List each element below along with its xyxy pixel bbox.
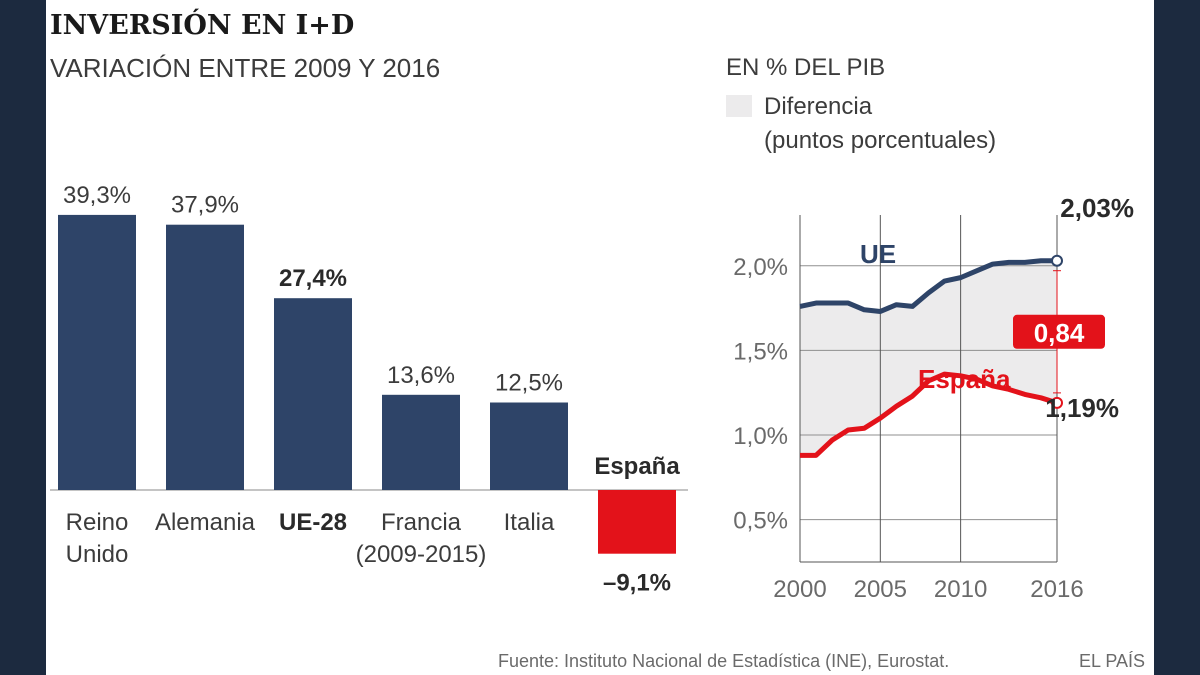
difference-value: 0,84 (1034, 318, 1085, 348)
chart-subtitle: VARIACIÓN ENTRE 2009 Y 2016 (50, 53, 440, 83)
bar-category-sublabel: (2009-2015) (356, 541, 487, 568)
bar-0 (58, 214, 136, 490)
bar-3 (382, 394, 460, 490)
series-line-ue (799, 258, 1057, 314)
bar-value-label: –9,1% (603, 570, 671, 597)
bar-category-sublabel: Unido (66, 541, 129, 568)
bar-category-label: Francia (381, 509, 462, 536)
line-chart-title: EN % DEL PIB (726, 54, 885, 81)
bar-value-label: 37,9% (171, 192, 239, 219)
bar-category-label: Italia (504, 509, 555, 536)
bar-value-label: 27,4% (279, 265, 347, 292)
bar-category-label: España (594, 453, 680, 480)
legend-label: Diferencia (764, 93, 873, 120)
x-tick-label: 2005 (854, 576, 907, 603)
y-tick-label: 2,0% (733, 254, 788, 281)
bar-value-label: 39,3% (63, 182, 131, 209)
end-value-ue: 2,03% (1060, 193, 1134, 223)
bar-chart: 39,3% Reino Unido 37,9% Alemania 27,4% UE-28 13… (58, 182, 680, 597)
difference-badge (1013, 314, 1105, 349)
line-chart: 2,0% 1,5% 1,0% 0,5% 2000 2005 2010 2016 0,84 UE Es… (733, 193, 1134, 603)
bar-value-label: 12,5% (495, 370, 563, 397)
bar-1 (166, 224, 244, 490)
y-tick-label: 1,5% (733, 338, 788, 365)
bar-category-label: UE-28 (279, 509, 347, 536)
brand-logo: EL PAÍS (1079, 651, 1145, 671)
endpoint-marker-espana (1051, 396, 1063, 409)
bar-4 (490, 402, 568, 490)
chart-title: INVERSIÓN EN I+D (50, 7, 354, 41)
difference-area (800, 260, 1057, 456)
y-tick-label: 0,5% (733, 508, 788, 535)
endpoint-marker-ue (1051, 254, 1063, 267)
bar-2 (274, 298, 352, 490)
series-label-espana: España (918, 364, 1011, 394)
x-tick-label: 2010 (934, 576, 987, 603)
x-tick-label: 2016 (1030, 576, 1083, 603)
bar-category-label: Reino (66, 509, 129, 536)
legend-sublabel: (puntos porcentuales) (764, 127, 996, 154)
bar-value-label: 13,6% (387, 362, 455, 389)
end-value-espana: 1,19% (1045, 393, 1119, 423)
legend-swatch (726, 95, 752, 117)
x-tick-label: 2000 (773, 576, 826, 603)
bar-category-label: Alemania (155, 509, 256, 536)
source-note: Fuente: Instituto Nacional de Estadístic… (498, 651, 949, 671)
y-tick-label: 1,0% (733, 423, 788, 450)
series-line-espana (800, 371, 1058, 458)
series-label-ue: UE (860, 239, 896, 269)
bar-5 (598, 490, 676, 554)
